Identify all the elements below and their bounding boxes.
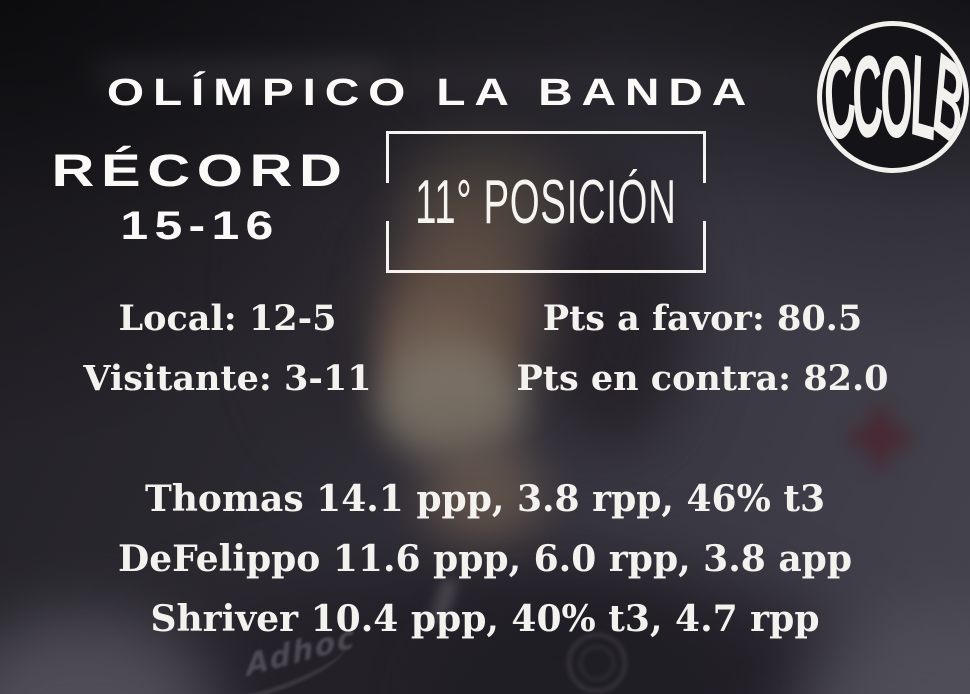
record-value: 15-16	[120, 204, 280, 248]
record-label: RÉCORD	[51, 145, 349, 196]
monogram-letter: O	[880, 32, 912, 162]
player-stats-list: Thomas 14.1 ppp, 3.8 rpp, 46% t3 DeFelip…	[0, 469, 970, 649]
player-stat-line: Shriver 10.4 ppp, 40% t3, 4.7 rpp	[150, 598, 820, 640]
position-label: 11° POSICIÓN	[415, 167, 677, 237]
position-box: 11° POSICIÓN	[386, 131, 706, 273]
record-block: RÉCORD 15-16	[25, 148, 375, 246]
position-box-frame	[703, 131, 706, 183]
position-box-frame	[386, 221, 389, 273]
split-pts-contra: Pts en contra: 82.0	[516, 358, 889, 399]
split-pts-favor: Pts a favor: 80.5	[542, 298, 863, 339]
position-box-frame	[386, 270, 706, 273]
red-cross-sign	[850, 408, 910, 468]
monogram-letter: C	[849, 28, 883, 166]
team-name-title: OLÍMPICO LA BANDA	[106, 72, 756, 114]
position-box-frame	[386, 131, 706, 134]
player-stat-line: DeFelippo 11.6 ppp, 6.0 rpp, 3.8 app	[117, 538, 853, 580]
split-local: Local: 12-5	[118, 298, 337, 339]
split-visitante: Visitante: 3-11	[83, 358, 372, 399]
team-logo-badge: C C O L B	[817, 21, 969, 173]
record-splits: Local: 12-5 Pts a favor: 80.5 Visitante:…	[5, 296, 955, 402]
position-box-frame	[386, 131, 389, 183]
team-logo-monogram: C C O L B	[822, 26, 964, 168]
position-box-frame	[703, 221, 706, 273]
player-stat-line: Thomas 14.1 ppp, 3.8 rpp, 46% t3	[144, 478, 826, 520]
